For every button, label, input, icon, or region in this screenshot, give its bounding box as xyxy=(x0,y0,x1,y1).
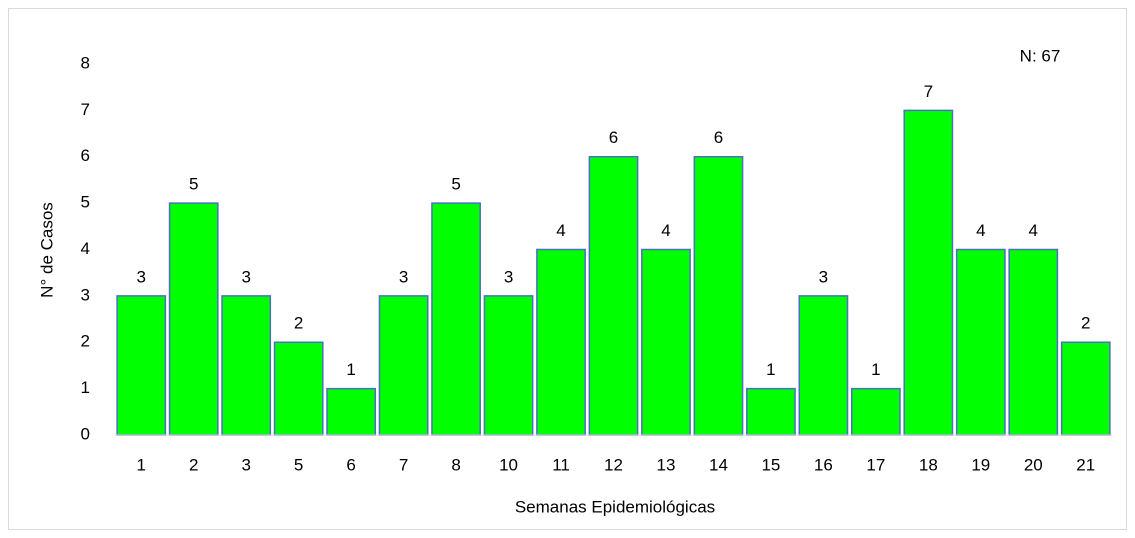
data-label: 7 xyxy=(924,82,933,101)
x-tick-label: 10 xyxy=(499,455,518,474)
bar xyxy=(641,248,691,436)
x-tick-label: 5 xyxy=(294,455,303,474)
data-label: 5 xyxy=(451,175,460,194)
bar xyxy=(693,156,744,436)
x-tick-label: 19 xyxy=(971,455,990,474)
bar xyxy=(1060,341,1111,436)
data-label: 6 xyxy=(714,128,723,147)
x-tick-label: 8 xyxy=(451,455,460,474)
x-tick-label: 21 xyxy=(1076,455,1095,474)
x-tick-label: 16 xyxy=(814,455,833,474)
data-label: 2 xyxy=(294,314,303,333)
data-label: 4 xyxy=(661,221,670,240)
y-axis-title: N° de Casos xyxy=(37,202,56,298)
x-axis-title: Semanas Epidemiológicas xyxy=(515,497,715,516)
annotation: N: 67 xyxy=(1020,46,1061,65)
data-label: 3 xyxy=(399,267,408,286)
data-label: 2 xyxy=(1081,314,1090,333)
x-tick-label: 20 xyxy=(1024,455,1043,474)
y-tick-label: 8 xyxy=(81,53,90,72)
data-label: 3 xyxy=(137,267,146,286)
x-tick-label: 12 xyxy=(604,455,623,474)
bar xyxy=(1008,248,1059,436)
bar xyxy=(326,387,377,436)
data-label: 6 xyxy=(609,128,618,147)
bar xyxy=(955,248,1006,436)
bar xyxy=(273,341,324,436)
data-label: 4 xyxy=(1029,221,1038,240)
x-tick-label: 7 xyxy=(399,455,408,474)
data-label: 3 xyxy=(504,267,513,286)
data-label: 4 xyxy=(976,221,985,240)
x-tick-label: 2 xyxy=(189,455,198,474)
x-tick-label: 13 xyxy=(657,455,676,474)
data-label: 4 xyxy=(556,221,565,240)
x-tick-label: 14 xyxy=(709,455,728,474)
bar xyxy=(798,295,849,436)
x-tick-label: 3 xyxy=(241,455,250,474)
data-label: 5 xyxy=(189,175,198,194)
x-tick-label: 11 xyxy=(552,455,570,474)
bar xyxy=(903,109,954,436)
x-tick-label: 1 xyxy=(137,455,146,474)
y-tick-label: 2 xyxy=(81,332,90,351)
x-tick-label: 15 xyxy=(761,455,780,474)
bar xyxy=(536,248,586,436)
bar xyxy=(221,295,272,436)
y-tick-label: 5 xyxy=(81,193,90,212)
bar xyxy=(483,295,534,436)
data-label: 3 xyxy=(819,267,828,286)
bar xyxy=(431,202,481,436)
data-label: 1 xyxy=(871,360,880,379)
data-label: 1 xyxy=(346,360,355,379)
bar xyxy=(116,295,167,436)
x-tick-label: 6 xyxy=(346,455,355,474)
y-tick-label: 4 xyxy=(81,239,90,258)
bar xyxy=(588,156,639,436)
y-tick-label: 0 xyxy=(81,424,90,443)
y-tick-label: 3 xyxy=(81,285,90,304)
y-tick-label: 7 xyxy=(81,100,90,119)
bar xyxy=(850,387,901,436)
y-tick-label: 6 xyxy=(81,146,90,165)
bar xyxy=(168,202,219,436)
x-tick-label: 17 xyxy=(866,455,885,474)
data-label: 3 xyxy=(241,267,250,286)
x-tick-label: 18 xyxy=(919,455,938,474)
y-tick-label: 1 xyxy=(81,378,90,397)
data-label: 1 xyxy=(766,360,775,379)
bar xyxy=(746,387,796,436)
bar xyxy=(378,295,429,436)
